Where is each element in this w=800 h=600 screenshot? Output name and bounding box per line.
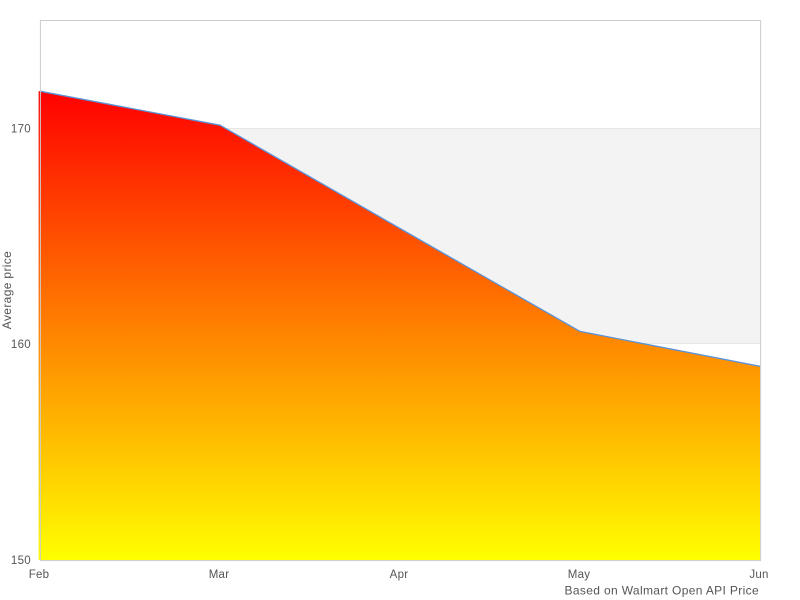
svg-text:Average price: Average price <box>0 251 14 329</box>
svg-text:150: 150 <box>11 555 31 567</box>
svg-text:170: 170 <box>11 124 31 136</box>
svg-text:160: 160 <box>11 339 31 351</box>
svg-text:Jun: Jun <box>749 569 768 581</box>
svg-text:Mar: Mar <box>209 569 230 581</box>
svg-text:Based on Walmart Open API Pric: Based on Walmart Open API Price <box>565 584 760 598</box>
svg-text:Feb: Feb <box>29 569 50 581</box>
svg-text:May: May <box>568 569 590 581</box>
svg-text:Apr: Apr <box>390 569 409 581</box>
